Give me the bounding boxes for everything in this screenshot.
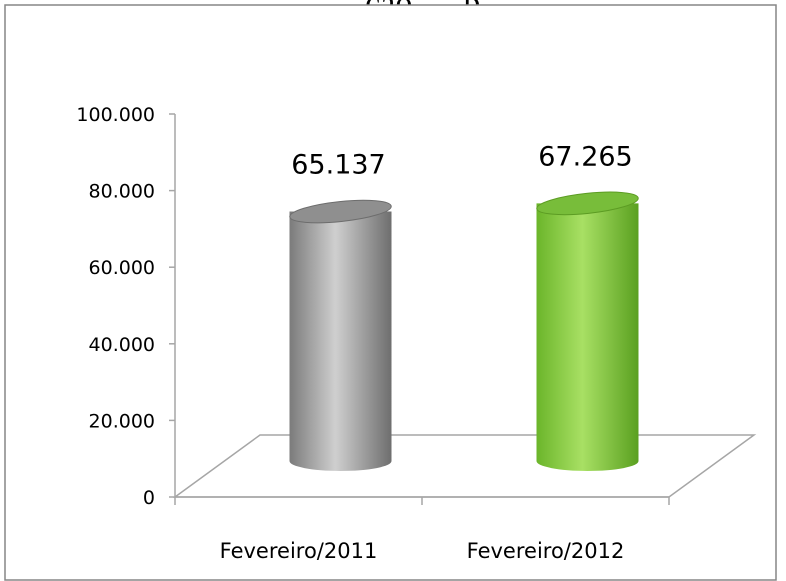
y-axis-ticks: 0 20.000 40.000 60.000 80.000 100.000 [76, 104, 175, 509]
y-tick-label: 80.000 [89, 181, 155, 203]
data-label: 65.137 [291, 150, 385, 181]
y-tick-label: 0 [143, 487, 155, 509]
y-tick-label: 40.000 [89, 334, 155, 356]
y-tick-label: 20.000 [89, 410, 155, 432]
bar-body [536, 203, 639, 472]
x-tick-label: Fevereiro/2011 [220, 539, 378, 563]
bar-top [289, 199, 392, 224]
bar-1 [289, 199, 392, 472]
x-axis-ticks [174, 497, 670, 505]
data-label: 67.265 [538, 141, 632, 172]
y-tick-label: 100.000 [76, 104, 155, 126]
bar-2 [536, 191, 639, 472]
bar-body [289, 211, 392, 472]
bars-group: 65.137 67.265 [289, 141, 639, 472]
x-tick-label: Fevereiro/2012 [467, 539, 625, 563]
bar-top [536, 191, 639, 216]
x-axis-labels: Fevereiro/2011 Fevereiro/2012 [220, 539, 625, 563]
y-tick-label: 60.000 [89, 257, 155, 279]
